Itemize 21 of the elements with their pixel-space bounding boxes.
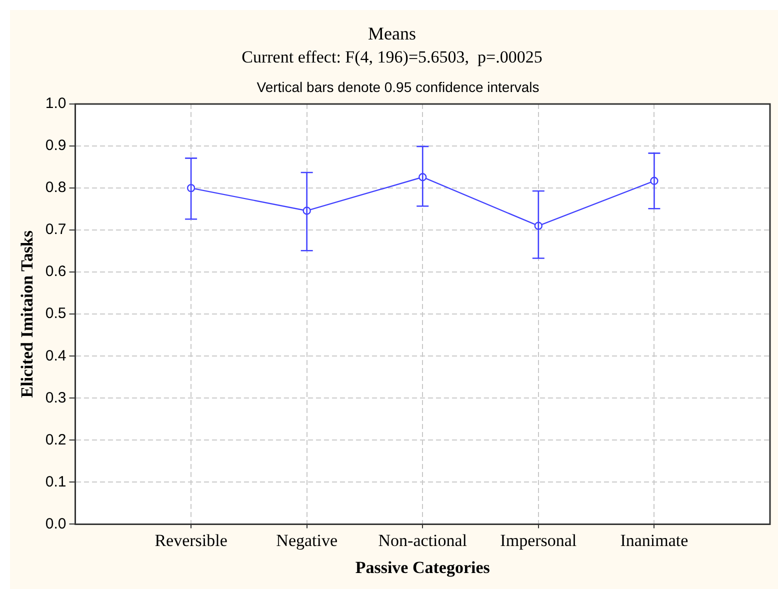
x-tick-label: Inanimate [620, 530, 688, 550]
x-tick-label: Impersonal [500, 530, 577, 550]
y-tick-label: 0.5 [45, 305, 66, 322]
text: Vertical bars denote 0.95 confidence intervals [256, 79, 540, 95]
x-tick-label: Non-actional [378, 530, 468, 550]
chart-subtitle: Current effect: F(4, 196)=5.6503, p=.00025 [242, 47, 542, 66]
y-tick-label: 0.4 [45, 347, 66, 364]
y-tick-label: 0.7 [45, 221, 66, 238]
y-tick-label: 0.9 [45, 137, 66, 154]
x-axis-title: Passive Categories [355, 558, 490, 578]
x-tick-label: Reversible [154, 530, 228, 550]
y-tick-label: 0.1 [45, 473, 66, 490]
y-tick-label: 0.2 [45, 431, 66, 448]
chart-title: Means [368, 24, 416, 44]
x-tick-label: Negative [276, 530, 338, 550]
y-tick-label: 0.8 [45, 179, 66, 196]
y-tick-label: 0.0 [45, 515, 66, 532]
y-tick-label: 0.6 [45, 263, 66, 280]
y-tick-label: 1.0 [45, 95, 66, 112]
y-axis-title: Elicited Imitaion Tasks [18, 230, 37, 398]
y-tick-label: 0.3 [45, 389, 66, 406]
